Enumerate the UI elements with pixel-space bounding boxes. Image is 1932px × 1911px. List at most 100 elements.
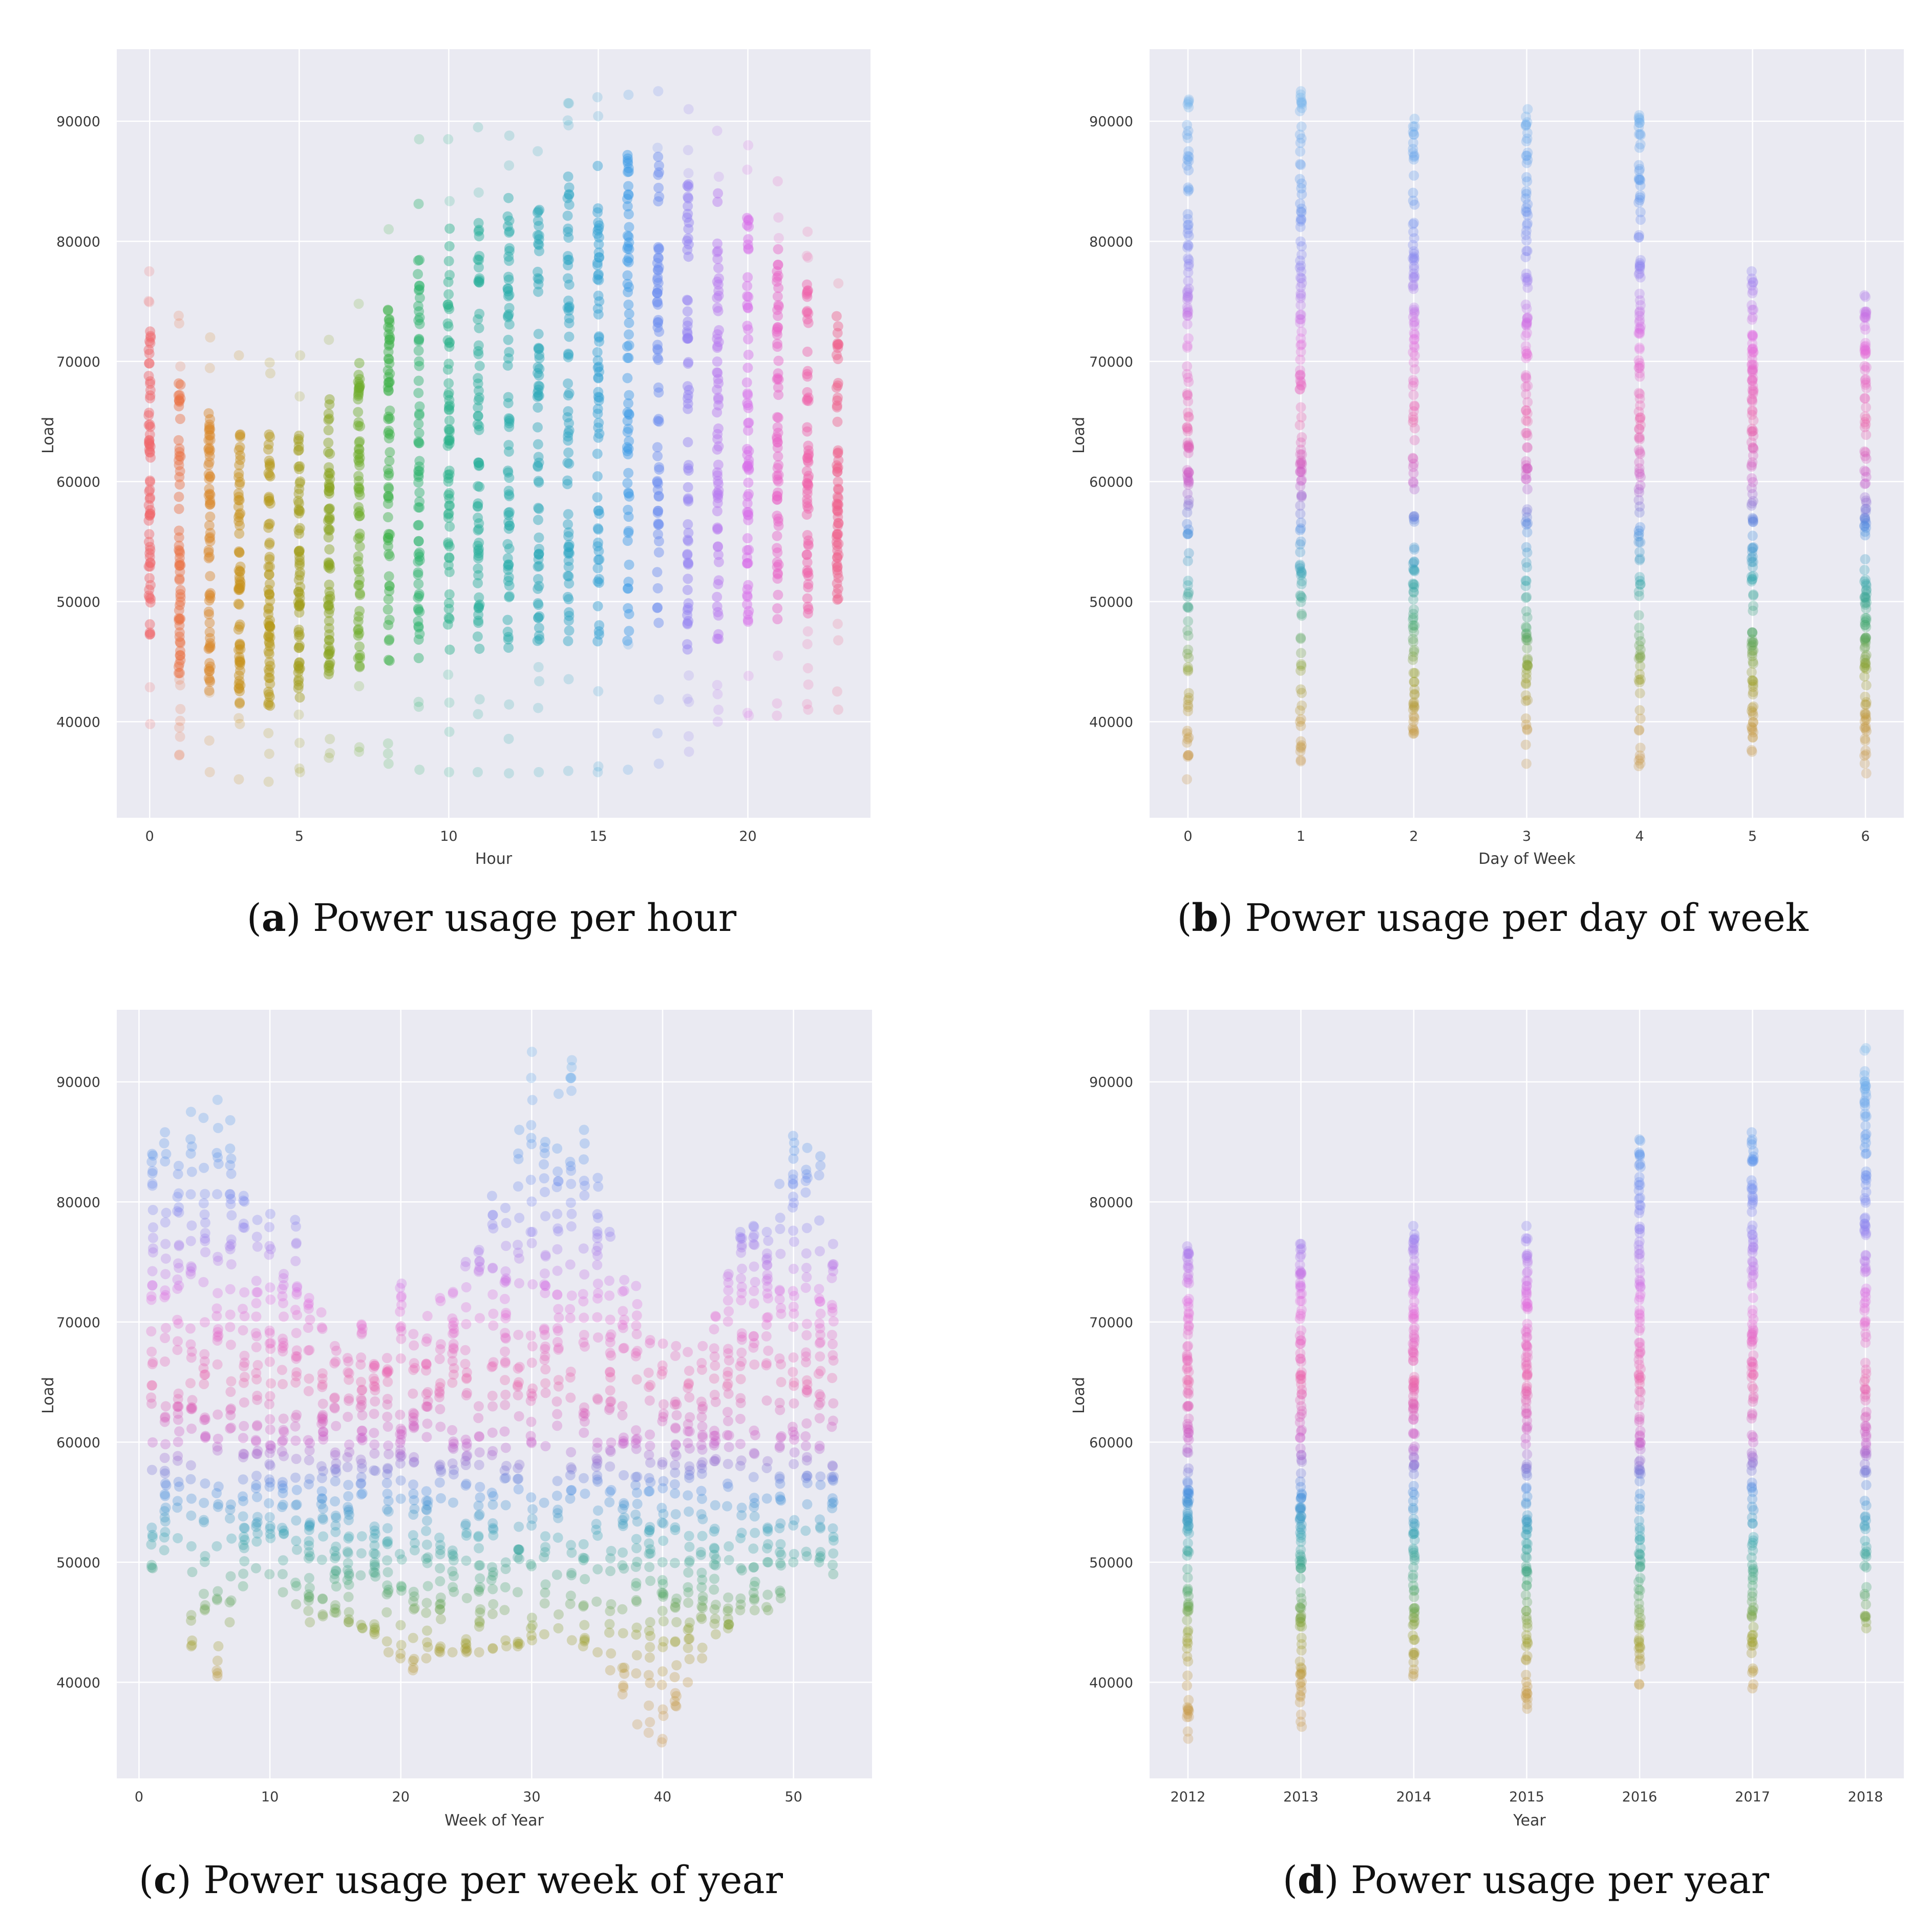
data-point: [713, 325, 724, 335]
data-point: [592, 1233, 603, 1243]
data-point: [775, 1558, 785, 1568]
data-point: [802, 1142, 813, 1153]
data-point: [443, 537, 454, 548]
data-point: [234, 460, 245, 471]
data-point: [294, 461, 305, 472]
data-point: [1634, 705, 1645, 716]
data-point: [772, 342, 783, 352]
data-point: [385, 413, 395, 424]
data-point: [408, 1632, 418, 1643]
data-point: [631, 1650, 642, 1661]
data-point: [291, 1599, 302, 1609]
data-point: [264, 620, 274, 631]
data-point: [473, 1511, 484, 1521]
data-point: [324, 486, 334, 497]
data-point: [290, 1377, 301, 1388]
data-point: [712, 303, 723, 313]
data-point: [565, 1540, 576, 1551]
data-point: [525, 1330, 536, 1341]
data-point: [1296, 340, 1306, 351]
data-point: [1521, 318, 1532, 329]
data-point: [382, 1367, 393, 1377]
data-point: [504, 414, 515, 424]
data-point: [383, 541, 393, 551]
data-point: [551, 1491, 562, 1501]
data-point: [713, 610, 724, 621]
data-point: [414, 356, 424, 367]
data-point: [293, 436, 304, 447]
data-point: [670, 1423, 681, 1434]
data-point: [1295, 547, 1306, 558]
data-point: [503, 312, 514, 323]
data-point: [233, 495, 244, 505]
data-point: [233, 501, 244, 512]
data-point: [827, 1261, 838, 1271]
data-point: [1182, 422, 1193, 433]
data-point: [533, 273, 543, 284]
data-point: [354, 506, 365, 517]
data-point: [622, 341, 632, 352]
data-point: [593, 578, 604, 588]
data-point: [563, 674, 574, 685]
data-point: [421, 1432, 432, 1442]
data-point: [324, 503, 334, 514]
data-point: [381, 1504, 392, 1515]
data-point: [1183, 498, 1194, 509]
data-point: [827, 1350, 838, 1361]
data-point: [474, 457, 484, 468]
data-point: [473, 1532, 484, 1542]
data-point: [631, 1543, 642, 1554]
data-point: [593, 422, 604, 433]
data-point: [264, 579, 275, 589]
data-point: [502, 283, 513, 294]
data-point: [251, 1231, 262, 1242]
data-point: [294, 663, 305, 674]
data-point: [291, 1484, 302, 1495]
data-point: [448, 1288, 458, 1299]
data-point: [1520, 713, 1531, 724]
data-point: [234, 495, 245, 505]
data-point: [1522, 661, 1533, 671]
data-point: [354, 380, 365, 391]
data-point: [264, 638, 275, 649]
data-point: [1634, 487, 1645, 498]
data-point: [803, 679, 814, 690]
data-point: [789, 1430, 800, 1440]
data-point: [742, 708, 753, 718]
data-point: [200, 1188, 210, 1199]
data-point: [1748, 515, 1758, 526]
data-point: [514, 1459, 525, 1470]
data-point: [331, 1513, 342, 1523]
data-point: [593, 111, 604, 121]
data-point: [1748, 542, 1759, 553]
data-point: [592, 203, 603, 214]
data-point: [383, 322, 393, 332]
data-point: [749, 1359, 760, 1370]
data-point: [414, 280, 424, 291]
data-point: [562, 479, 573, 490]
data-point: [566, 1165, 577, 1176]
data-point: [503, 193, 514, 203]
data-point: [172, 1314, 183, 1325]
data-point: [331, 1467, 342, 1478]
data-point: [604, 1497, 615, 1507]
data-point: [539, 1497, 549, 1508]
data-point: [384, 314, 394, 325]
data-point: [293, 508, 304, 519]
data-point: [832, 552, 842, 563]
data-point: [1859, 671, 1870, 682]
data-point: [205, 445, 216, 456]
data-point: [1860, 735, 1871, 746]
data-point: [318, 1531, 329, 1542]
data-point: [762, 1269, 773, 1280]
data-point: [353, 653, 364, 664]
data-point: [1408, 1391, 1419, 1402]
data-point: [448, 1320, 458, 1331]
data-point: [160, 1491, 171, 1501]
data-point: [291, 1454, 302, 1464]
data-point: [1635, 300, 1646, 311]
data-point: [144, 484, 155, 495]
data-point: [252, 1241, 263, 1252]
data-point: [801, 1546, 812, 1557]
